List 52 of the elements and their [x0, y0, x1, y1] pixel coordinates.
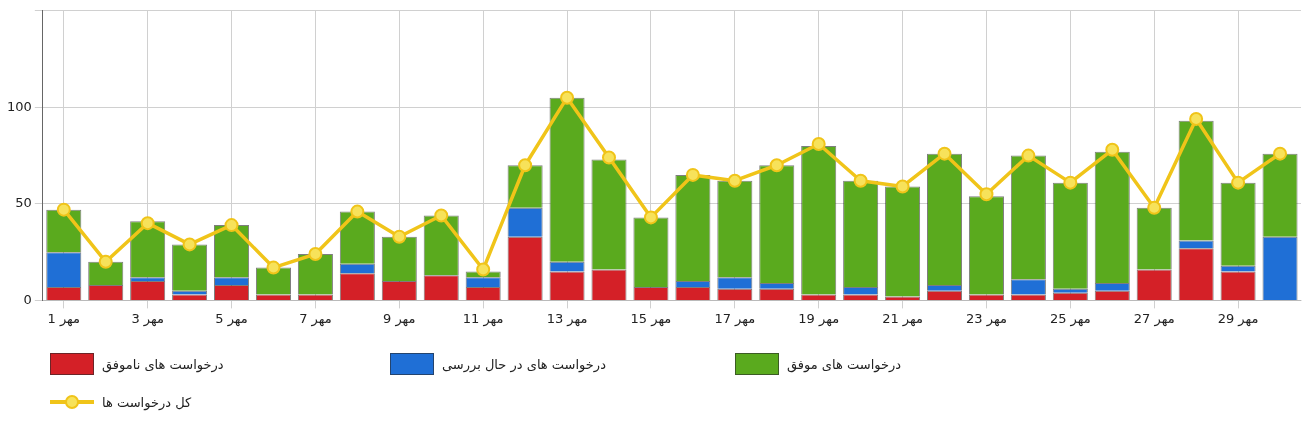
- point: [56, 202, 71, 217]
- x-tick-label: 3 مهر: [131, 310, 164, 327]
- x-tick-label: 27 مهر: [1133, 310, 1175, 327]
- point: [979, 187, 994, 202]
- x-tick-label: 1 مهر: [47, 310, 81, 327]
- point: [769, 158, 784, 173]
- point: [727, 173, 742, 188]
- point: [224, 218, 239, 233]
- x-tick-label: 25 مهر: [1049, 310, 1091, 327]
- point: [1231, 175, 1246, 190]
- x-tick-label: 21 مهر: [882, 310, 923, 327]
- point: [685, 167, 700, 182]
- x-tick-label: 15 مهر: [630, 310, 672, 327]
- point: [266, 260, 281, 275]
- legend-label: کل درخواست ها: [102, 394, 192, 410]
- y-tick-label: 0: [23, 291, 32, 307]
- y-tick-label: 100: [6, 98, 32, 114]
- point: [853, 173, 868, 188]
- point: [643, 210, 658, 225]
- x-tick-label: 13 مهر: [546, 310, 588, 327]
- legend-label: درخواست های موفق: [787, 356, 902, 372]
- point: [1063, 175, 1078, 190]
- x-tick-label: 7 مهر: [299, 310, 332, 327]
- point: [1021, 148, 1036, 163]
- point: [811, 137, 826, 152]
- point: [476, 262, 491, 277]
- point: [518, 158, 533, 173]
- point: [1105, 142, 1120, 157]
- point: [434, 208, 449, 223]
- x-tick-label: 23 مهر: [966, 310, 1007, 327]
- legend-label: درخواست های ناموفق: [102, 356, 224, 372]
- point: [350, 204, 365, 219]
- point: [140, 216, 155, 231]
- x-tick-label: 17 مهر: [714, 310, 756, 327]
- y-tick-label: 50: [15, 195, 32, 211]
- legend-label: درخواست های در حال بررسی: [442, 356, 606, 372]
- x-tick-label: 5 مهر: [215, 310, 248, 327]
- point: [308, 247, 323, 262]
- point: [98, 254, 113, 269]
- x-tick-label: 29 مهر: [1217, 310, 1259, 327]
- point: [937, 146, 952, 161]
- point: [560, 90, 575, 105]
- x-tick-label: 9 مهر: [383, 310, 416, 327]
- point: [602, 150, 616, 165]
- point: [182, 237, 197, 252]
- point: [392, 229, 407, 244]
- point: [1189, 111, 1204, 126]
- x-tick-label: 19 مهر: [798, 310, 840, 327]
- point: [1147, 200, 1162, 215]
- x-tick-label: 11 مهر: [462, 310, 504, 327]
- point: [895, 179, 910, 194]
- point: [1273, 146, 1288, 161]
